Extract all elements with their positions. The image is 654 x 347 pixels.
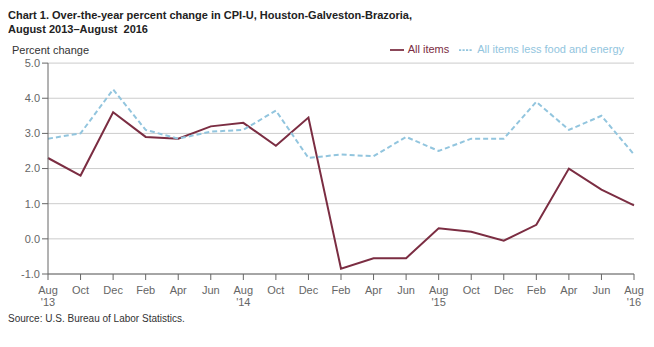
svg-text:Aug'14: Aug'14 — [234, 284, 254, 308]
svg-text:0.0: 0.0 — [25, 233, 40, 245]
html-text:Percent change: Percent change — [12, 44, 90, 56]
svg-text:Aug'15: Aug'15 — [429, 284, 449, 308]
html-text:All items: All items — [407, 43, 450, 55]
svg-text:Apr: Apr — [560, 284, 577, 296]
svg-text:Oct: Oct — [72, 284, 89, 296]
html-text:Source: U.S. Bureau of Labor S: Source: U.S. Bureau of Labor Statistics. — [8, 313, 185, 324]
svg-text:Apr: Apr — [365, 284, 382, 296]
svg-text:Dec: Dec — [299, 284, 319, 296]
html-text:Chart 1. Over-the-year percent: Chart 1. Over-the-year percent change in… — [8, 9, 412, 35]
svg-text:Jun: Jun — [202, 284, 220, 296]
svg-text:Jun: Jun — [397, 284, 415, 296]
svg-text:Jun: Jun — [593, 284, 611, 296]
svg-text:4.0: 4.0 — [25, 92, 40, 104]
svg-text:Feb: Feb — [332, 284, 351, 296]
svg-text:Feb: Feb — [527, 284, 546, 296]
svg-text:-1.0: -1.0 — [21, 268, 40, 280]
svg-text:3.0: 3.0 — [25, 127, 40, 139]
svg-text:2.0: 2.0 — [25, 162, 40, 174]
svg-text:Oct: Oct — [267, 284, 284, 296]
svg-text:Feb: Feb — [136, 284, 155, 296]
svg-text:Aug'13: Aug'13 — [38, 284, 58, 308]
svg-text:Apr: Apr — [170, 284, 187, 296]
svg-text:Dec: Dec — [103, 284, 123, 296]
svg-text:5.0: 5.0 — [25, 57, 40, 69]
svg-text:Aug'16: Aug'16 — [624, 284, 644, 308]
svg-text:Oct: Oct — [463, 284, 480, 296]
svg-text:1.0: 1.0 — [25, 198, 40, 210]
svg-text:Dec: Dec — [494, 284, 514, 296]
html-text:All items less food and energy: All items less food and energy — [477, 43, 624, 55]
